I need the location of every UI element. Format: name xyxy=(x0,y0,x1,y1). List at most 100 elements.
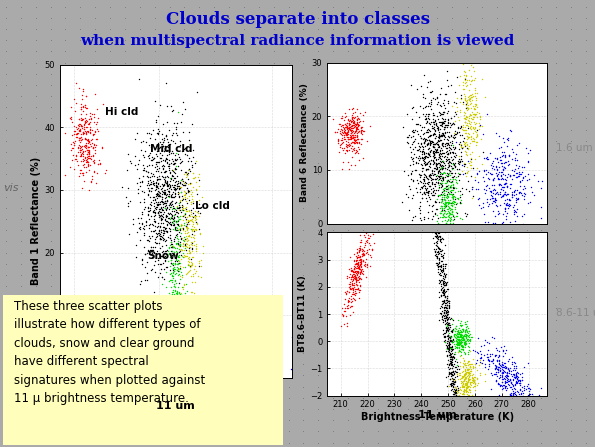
Point xyxy=(505,364,515,371)
Point xyxy=(456,394,466,401)
Point xyxy=(61,171,70,178)
Point xyxy=(461,115,470,122)
Point xyxy=(477,417,487,424)
Point xyxy=(167,247,176,254)
Point xyxy=(269,182,278,189)
Point xyxy=(183,171,192,178)
Point xyxy=(422,179,432,186)
Point xyxy=(189,289,199,296)
Point xyxy=(433,251,443,258)
Point xyxy=(458,126,468,133)
Point xyxy=(156,209,165,216)
Point xyxy=(498,166,508,173)
Point xyxy=(105,316,115,323)
Point xyxy=(427,118,436,126)
Point xyxy=(174,330,184,337)
Point xyxy=(78,148,87,155)
Point xyxy=(459,398,468,405)
Point xyxy=(438,142,447,149)
Point xyxy=(536,215,546,222)
Point xyxy=(507,260,516,267)
Point xyxy=(251,342,261,349)
Point xyxy=(449,391,459,398)
Point xyxy=(167,131,177,138)
Point xyxy=(190,296,200,303)
Point xyxy=(172,155,181,162)
Point xyxy=(446,337,455,344)
Point xyxy=(441,198,451,205)
Point xyxy=(413,43,422,51)
Point xyxy=(342,142,352,149)
Point xyxy=(512,142,522,149)
Point xyxy=(464,373,474,380)
Point xyxy=(447,126,457,133)
Point xyxy=(373,70,383,77)
Point xyxy=(581,204,591,211)
Point xyxy=(46,338,55,346)
Point xyxy=(177,272,186,279)
Point xyxy=(168,222,178,229)
Point xyxy=(464,377,473,384)
Point xyxy=(135,227,145,234)
Point xyxy=(421,151,431,158)
Point xyxy=(159,181,169,188)
Point xyxy=(505,218,515,225)
Point xyxy=(150,238,159,245)
Point xyxy=(449,408,458,415)
Point xyxy=(444,140,453,148)
Point xyxy=(171,190,180,198)
Point xyxy=(418,316,427,323)
Point xyxy=(143,211,153,219)
Point xyxy=(83,159,93,166)
Point xyxy=(79,126,89,133)
Point xyxy=(477,283,487,290)
Point xyxy=(353,132,362,139)
Point xyxy=(439,201,449,208)
Point xyxy=(358,338,368,346)
Point xyxy=(356,125,366,132)
Point xyxy=(510,207,519,215)
Point xyxy=(462,71,471,78)
Point xyxy=(342,129,351,136)
Point xyxy=(440,185,449,192)
Point xyxy=(438,316,447,324)
Point xyxy=(161,192,171,199)
Point xyxy=(437,313,447,320)
Point xyxy=(447,316,457,323)
Point xyxy=(456,333,466,340)
Text: when multispectral radiance information is viewed: when multispectral radiance information … xyxy=(80,34,515,47)
Point xyxy=(353,268,362,275)
Point xyxy=(446,201,456,208)
Point xyxy=(253,369,263,376)
Point xyxy=(457,328,466,335)
Point xyxy=(358,283,368,290)
Point xyxy=(414,180,423,187)
Point xyxy=(356,127,366,134)
Point xyxy=(259,376,269,384)
Point xyxy=(71,153,80,160)
Point xyxy=(160,194,170,202)
Point xyxy=(470,121,480,128)
Point xyxy=(165,204,174,211)
Point xyxy=(182,229,192,236)
Point xyxy=(552,350,561,357)
Point xyxy=(507,316,516,323)
Point xyxy=(265,373,275,380)
Point xyxy=(143,184,153,191)
Point xyxy=(491,344,501,351)
Point xyxy=(342,323,352,330)
Point xyxy=(342,305,352,312)
Point xyxy=(442,176,452,183)
Point xyxy=(355,262,365,269)
Point xyxy=(355,264,364,271)
Point xyxy=(442,225,452,232)
Point xyxy=(465,158,474,165)
Point xyxy=(469,138,478,145)
Point xyxy=(507,238,516,245)
Point xyxy=(175,309,184,316)
Point xyxy=(447,183,456,190)
Point xyxy=(502,183,512,190)
Point xyxy=(159,228,168,235)
Point xyxy=(452,411,462,418)
Point xyxy=(78,95,87,102)
